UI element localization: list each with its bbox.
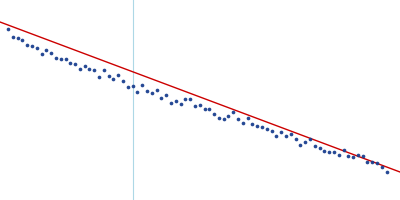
Point — [91, 69, 98, 72]
Point — [19, 38, 26, 41]
Point — [340, 149, 347, 152]
Point — [34, 46, 40, 49]
Point — [125, 85, 131, 88]
Point — [201, 107, 208, 111]
Point — [101, 69, 107, 72]
Point — [58, 57, 64, 60]
Point — [148, 91, 155, 95]
Point — [312, 144, 318, 147]
Point — [336, 154, 342, 157]
Point — [168, 101, 174, 104]
Point — [177, 102, 184, 105]
Point — [302, 140, 308, 143]
Point — [196, 103, 203, 107]
Point — [115, 73, 122, 76]
Point — [240, 121, 246, 124]
Point — [283, 134, 289, 137]
Point — [106, 74, 112, 77]
Point — [5, 27, 11, 30]
Point — [244, 116, 251, 120]
Point — [259, 125, 265, 128]
Point — [172, 99, 179, 102]
Point — [235, 117, 241, 121]
Point — [364, 161, 371, 164]
Point — [24, 44, 30, 47]
Point — [384, 171, 390, 174]
Point — [254, 124, 260, 127]
Point — [211, 112, 217, 115]
Point — [292, 138, 299, 141]
Point — [297, 143, 304, 146]
Point — [82, 65, 88, 68]
Point — [326, 150, 332, 154]
Point — [86, 67, 93, 71]
Point — [379, 165, 385, 169]
Point — [268, 130, 275, 133]
Point — [163, 93, 169, 96]
Point — [331, 150, 337, 153]
Point — [355, 153, 361, 157]
Point — [187, 98, 193, 101]
Point — [273, 134, 280, 137]
Point — [43, 48, 50, 51]
Point — [321, 149, 328, 152]
Point — [130, 84, 136, 87]
Point — [110, 77, 117, 81]
Point — [38, 53, 45, 56]
Point — [67, 61, 74, 64]
Point — [192, 105, 198, 108]
Point — [345, 155, 352, 158]
Point — [53, 56, 59, 59]
Point — [72, 63, 78, 66]
Point — [230, 111, 236, 114]
Point — [96, 75, 102, 78]
Point — [360, 155, 366, 158]
Point — [134, 90, 141, 94]
Point — [225, 114, 232, 117]
Point — [374, 161, 380, 165]
Point — [62, 57, 69, 60]
Point — [288, 132, 294, 135]
Point — [316, 147, 323, 150]
Point — [77, 68, 83, 71]
Point — [307, 137, 313, 140]
Point — [144, 89, 150, 92]
Point — [10, 35, 16, 38]
Point — [139, 84, 146, 87]
Point — [14, 37, 21, 40]
Point — [120, 80, 126, 83]
Point — [350, 155, 356, 158]
Point — [153, 88, 160, 92]
Point — [249, 122, 256, 125]
Point — [182, 97, 188, 100]
Point — [29, 44, 35, 47]
Point — [48, 51, 54, 54]
Point — [278, 131, 284, 134]
Point — [216, 116, 222, 119]
Point — [220, 118, 227, 121]
Point — [264, 128, 270, 131]
Point — [369, 161, 376, 164]
Point — [206, 107, 212, 110]
Point — [158, 97, 164, 100]
